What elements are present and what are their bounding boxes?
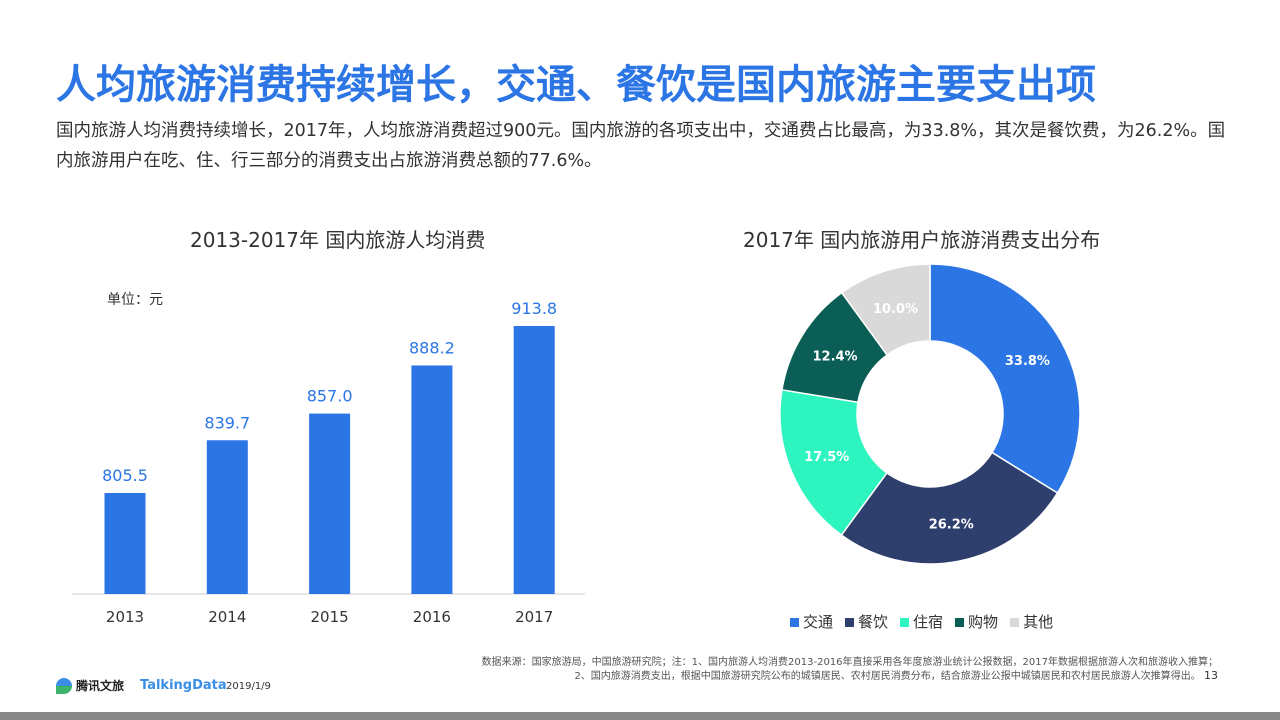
bar-chart-title: 2013-2017年 国内旅游人均消费 bbox=[190, 228, 486, 252]
bar-2017 bbox=[513, 326, 555, 594]
bar-value-label: 888.2 bbox=[409, 338, 455, 357]
x-tick-label: 2016 bbox=[413, 608, 451, 626]
logo-icon bbox=[56, 677, 72, 694]
donut-chart: 33.8% 26.2% 17.5% 12.4% 10.0% bbox=[779, 263, 1081, 565]
date: 2019/1/9 bbox=[226, 681, 271, 692]
slice-label: 17.5% bbox=[804, 450, 849, 465]
legend-label: 餐饮 bbox=[858, 613, 889, 631]
slice-label: 33.8% bbox=[1005, 354, 1050, 369]
legend-label: 住宿 bbox=[913, 613, 944, 631]
legend-swatch bbox=[900, 618, 910, 627]
slice-其他 bbox=[840, 263, 931, 357]
legend-label: 其他 bbox=[1023, 613, 1054, 631]
legend-item: 购物 bbox=[955, 611, 998, 632]
donut-legend: 交通 餐饮 住宿 购物 其他 bbox=[790, 611, 1053, 632]
slice-label: 10.0% bbox=[873, 302, 918, 317]
x-tick-label: 2013 bbox=[106, 608, 144, 626]
description: 国内旅游人均消费持续增长，2017年，人均旅游消费超过900元。国内旅游的各项支… bbox=[56, 121, 1226, 171]
note-text: 数据来源：国家旅游局，中国旅游研究院；注：1、国内旅游人均消费2013-2016… bbox=[481, 657, 1218, 682]
bar-2013 bbox=[104, 492, 146, 594]
legend-item: 交通 bbox=[790, 611, 833, 632]
x-tick-label: 2017 bbox=[515, 608, 553, 626]
x-tick-label: 2014 bbox=[208, 608, 246, 626]
slice-label: 12.4% bbox=[812, 350, 857, 365]
legend-label: 交通 bbox=[803, 613, 834, 631]
x-tick-label: 2015 bbox=[311, 608, 349, 626]
bar-chart: 805.5 2013 839.7 2014 857.0 2015 888.2 2016 913.… bbox=[72, 299, 585, 626]
logo1-text: 腾讯文旅 bbox=[76, 679, 125, 693]
talkingdata-logo: TalkingData bbox=[140, 678, 227, 693]
slice-交通 bbox=[929, 263, 1081, 495]
source-note: 数据来源：国家旅游局，中国旅游研究院；注：1、国内旅游人均消费2013-2016… bbox=[470, 656, 1218, 683]
unit-label: 单位：元 bbox=[107, 292, 163, 308]
legend-label: 购物 bbox=[968, 613, 999, 631]
bar-2014 bbox=[206, 440, 248, 594]
page-number: 13 bbox=[1204, 669, 1218, 682]
legend-swatch bbox=[955, 618, 965, 627]
slice-餐饮 bbox=[840, 451, 1059, 565]
tencent-logo: 腾讯文旅 bbox=[56, 677, 124, 694]
legend-item: 其他 bbox=[1010, 611, 1053, 632]
legend-swatch bbox=[845, 618, 855, 627]
donut-chart-title: 2017年 国内旅游用户旅游消费支出分布 bbox=[743, 228, 1101, 252]
footer-bar bbox=[0, 712, 1280, 720]
bar-value-label: 913.8 bbox=[511, 299, 557, 318]
bar-2016 bbox=[411, 365, 453, 594]
slice-label: 26.2% bbox=[929, 517, 974, 532]
bar-value-label: 839.7 bbox=[204, 413, 250, 432]
bar-value-label: 805.5 bbox=[102, 466, 148, 485]
legend-swatch bbox=[1010, 618, 1020, 627]
bar-2015 bbox=[309, 413, 351, 594]
legend-item: 餐饮 bbox=[845, 611, 888, 632]
bar-value-label: 857.0 bbox=[307, 387, 353, 406]
page-title: 人均旅游消费持续增长，交通、餐饮是国内旅游主要支出项 bbox=[56, 62, 1096, 108]
legend-item: 住宿 bbox=[900, 611, 943, 632]
slice-住宿 bbox=[779, 388, 888, 537]
legend-swatch bbox=[790, 618, 799, 627]
